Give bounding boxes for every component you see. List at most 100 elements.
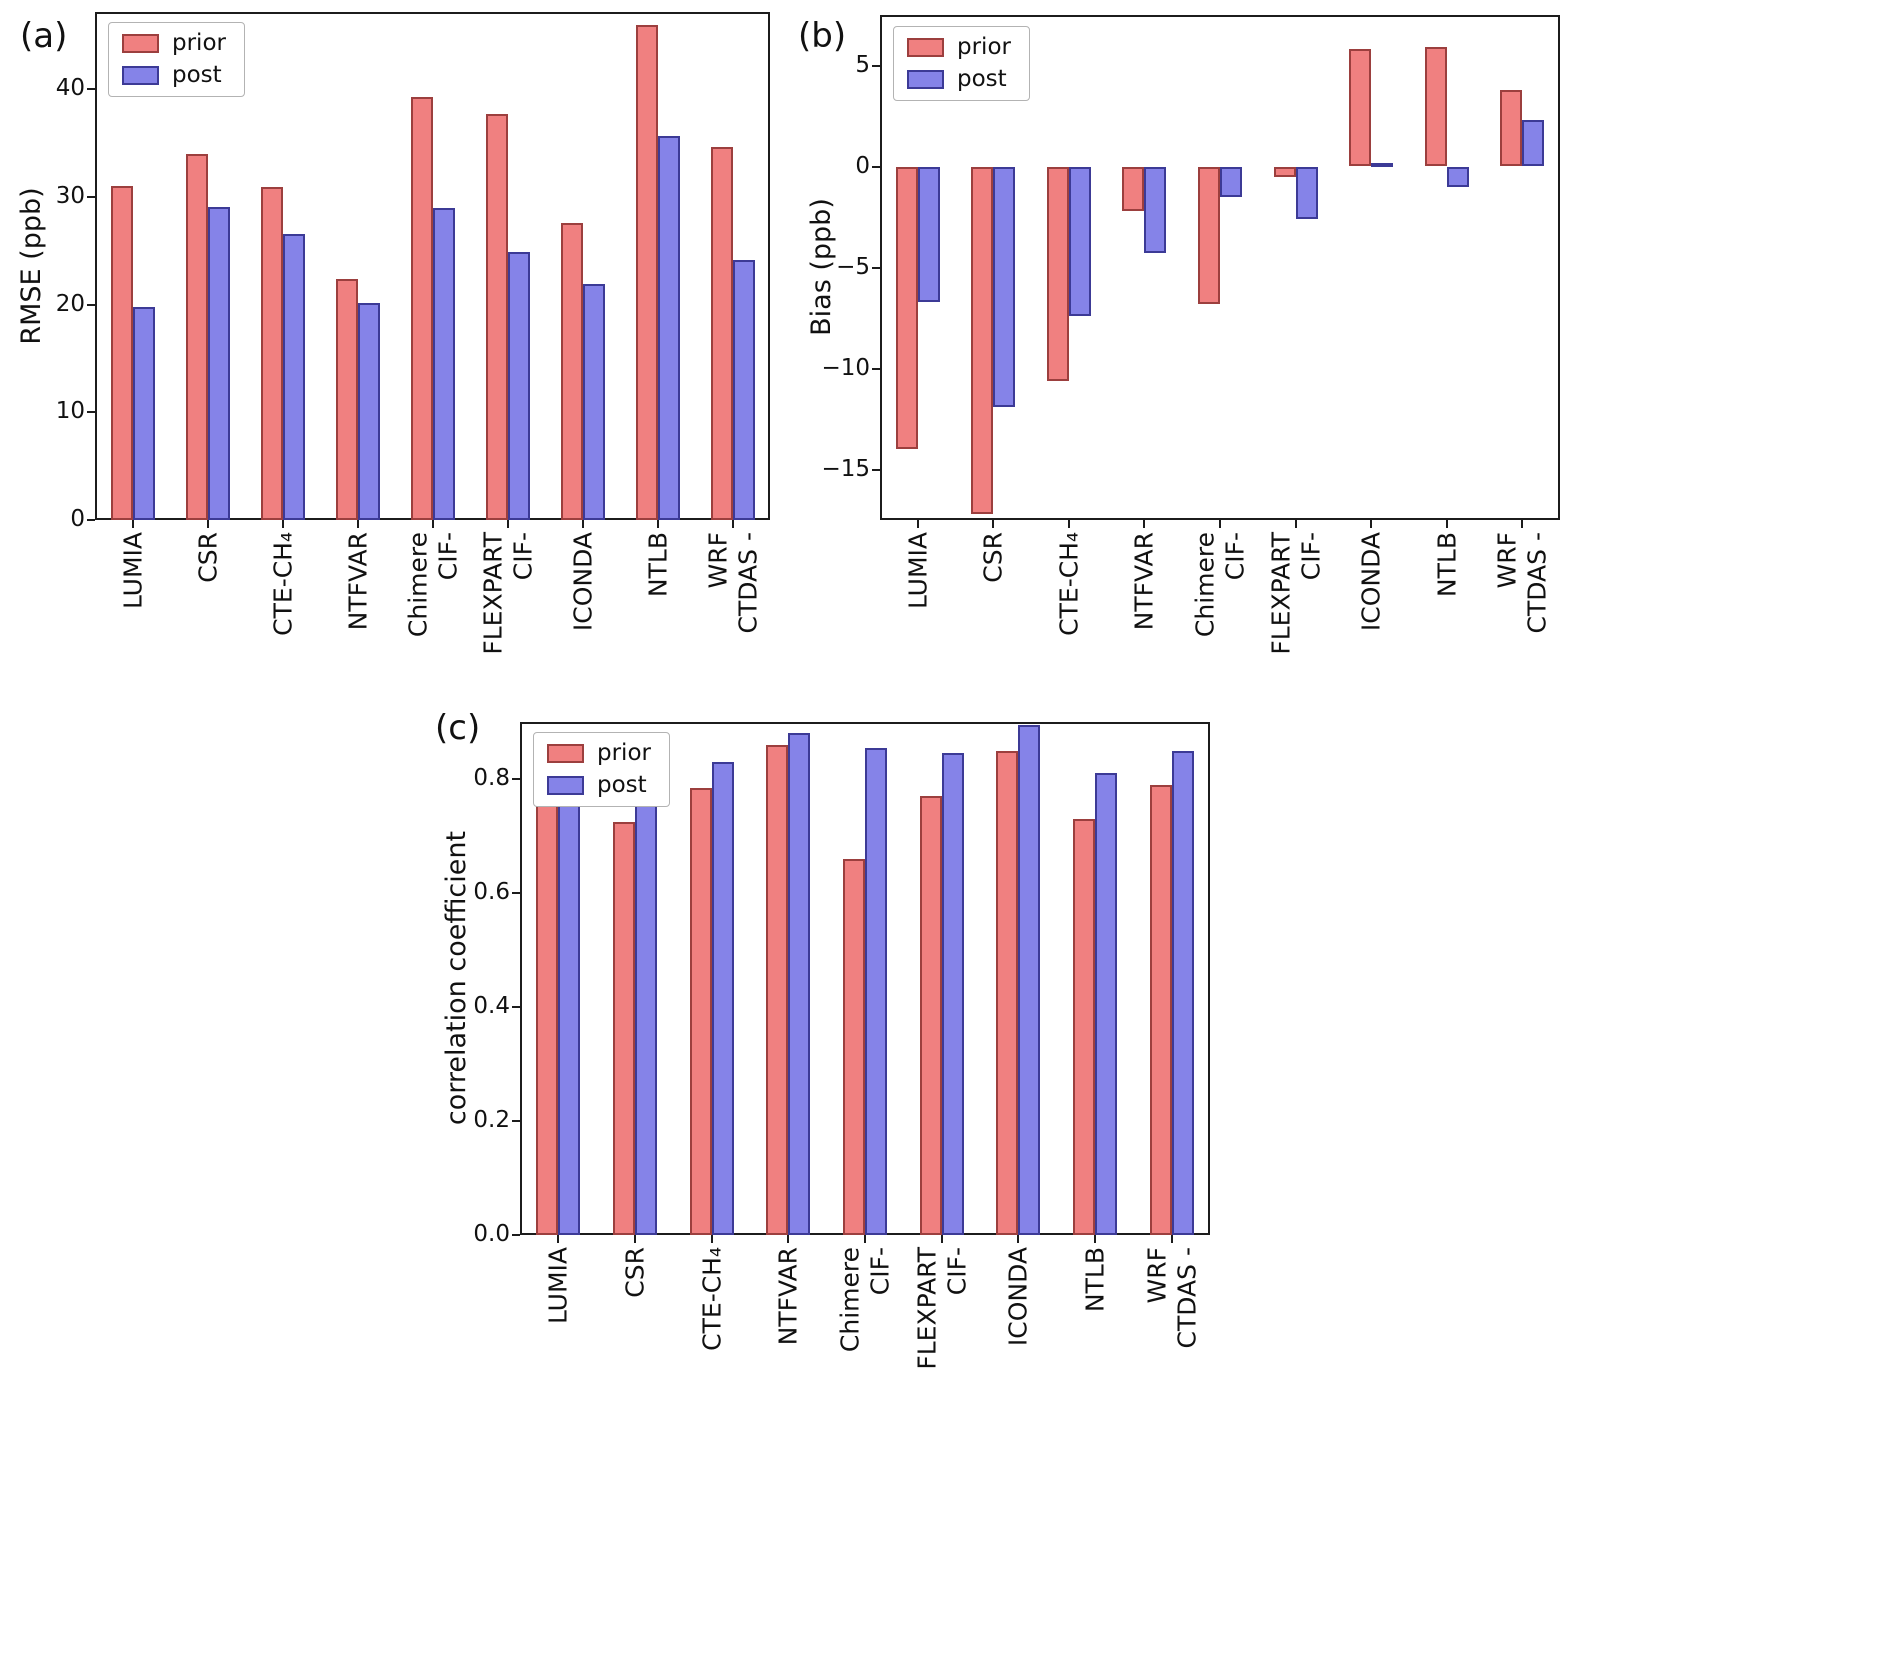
legend-label-prior: prior	[172, 30, 226, 56]
bar-post-CIF-Chimere	[865, 747, 887, 1235]
bar-post-LUMIA	[132, 306, 155, 520]
x-tick-label-CSR: CSR	[193, 532, 222, 583]
panel-a-y-axis-label: RMSE (ppb)	[16, 187, 47, 345]
bar-post-ICONDA	[1371, 163, 1394, 168]
x-tick-label-line: FLEXPART	[912, 1247, 942, 1370]
y-tick-label: 10	[55, 398, 85, 425]
x-tick-label-line: ICONDA	[1003, 1247, 1033, 1347]
bar-prior-CIF-FLEXPART	[919, 796, 942, 1235]
x-tick-label-line: CSR	[620, 1247, 650, 1298]
y-tick-mark	[512, 1234, 520, 1236]
bar-post-LUMIA	[558, 739, 581, 1235]
x-tick-mark	[1521, 520, 1524, 528]
legend-item-prior: prior	[547, 742, 651, 765]
bar-prior-CIF-FLEXPART	[1273, 166, 1296, 177]
x-tick-mark	[940, 1235, 943, 1243]
post-color-swatch	[907, 70, 944, 89]
x-tick-label-CTDAS-WRF: WRF CTDAS -	[1492, 532, 1552, 634]
bar-prior-ICONDA	[1349, 49, 1372, 167]
x-tick-label-CTE-CH4: CTE-CH₄	[1054, 532, 1083, 636]
legend-item-prior: prior	[122, 32, 226, 55]
x-tick-label-line: CIF-	[433, 532, 462, 581]
y-tick-label: −10	[821, 354, 870, 381]
bar-prior-NTLB	[1424, 47, 1447, 167]
bar-post-NTFVAR	[1144, 166, 1167, 254]
x-tick-label-line: CTDAS -	[1522, 532, 1552, 634]
x-tick-label-line: NTLB	[1080, 1247, 1110, 1313]
y-tick-mark	[872, 367, 880, 370]
bar-post-ICONDA	[582, 284, 605, 520]
bar-post-CSR	[635, 801, 657, 1235]
x-tick-label-CTE-CH4: CTE-CH₄	[697, 1247, 726, 1351]
bar-post-CSR	[993, 166, 1016, 407]
x-tick-label-CIF-Chimere: Chimere CIF-	[1190, 532, 1250, 638]
y-tick-mark	[87, 88, 95, 91]
y-tick-label: 0.2	[473, 1107, 510, 1133]
bar-post-CSR	[207, 206, 230, 520]
bar-post-CTDAS-WRF	[1171, 750, 1194, 1235]
y-tick-mark	[872, 165, 880, 168]
x-tick-label-NTLB: NTLB	[1080, 1247, 1110, 1313]
y-tick-mark	[87, 303, 95, 306]
x-tick-mark	[656, 520, 659, 528]
x-tick-label-line: FLEXPART	[478, 532, 507, 655]
x-tick-mark	[206, 520, 209, 528]
bar-prior-CIF-FLEXPART	[485, 114, 508, 520]
x-tick-label-line: CIF-	[1296, 532, 1326, 581]
x-tick-mark	[787, 1235, 790, 1243]
x-tick-label-line: Chimere	[1190, 532, 1220, 638]
post-color-swatch	[122, 66, 159, 85]
bar-prior-CTDAS-WRF	[1149, 784, 1172, 1235]
x-tick-label-NTLB: NTLB	[643, 532, 672, 597]
x-tick-label-LUMIA: LUMIA	[118, 532, 147, 609]
x-tick-label-line: LUMIA	[543, 1247, 573, 1325]
bar-post-NTLB	[1095, 773, 1117, 1235]
x-tick-label-CTDAS-WRF: WRF CTDAS -	[703, 532, 762, 633]
x-tick-mark	[1219, 520, 1221, 528]
x-tick-mark	[864, 1235, 866, 1243]
x-tick-mark	[1067, 520, 1070, 528]
panel-a-legend: prior post	[108, 22, 245, 97]
x-tick-label-line: WRF	[1492, 532, 1522, 589]
x-tick-label-ICONDA: ICONDA	[568, 532, 597, 631]
x-tick-label-line: WRF	[703, 532, 732, 589]
y-tick-mark	[87, 519, 95, 521]
y-tick-label: 0	[70, 506, 85, 532]
legend-item-post: post	[907, 68, 1011, 91]
x-tick-label-line: NTLB	[1432, 532, 1462, 598]
legend-label-post: post	[957, 66, 1007, 92]
bar-prior-LUMIA	[895, 166, 918, 450]
y-tick-label: 40	[55, 75, 85, 102]
y-tick-label: −15	[821, 455, 870, 482]
x-tick-label-NTFVAR: NTFVAR	[774, 1247, 803, 1345]
x-tick-label-line: CSR	[978, 532, 1008, 583]
y-tick-label: −5	[836, 253, 870, 280]
y-tick-mark	[87, 411, 95, 414]
x-tick-mark	[634, 1235, 636, 1243]
bar-post-CTE-CH4	[282, 233, 305, 520]
x-tick-label-LUMIA: LUMIA	[903, 532, 933, 610]
x-tick-label-line: NTFVAR	[1129, 532, 1159, 631]
x-tick-label-CIF-FLEXPART: FLEXPART CIF-	[478, 532, 537, 655]
legend-item-prior: prior	[907, 36, 1011, 59]
panel-b-letter: (b)	[798, 16, 847, 56]
x-tick-label-line: LUMIA	[903, 532, 933, 610]
bar-prior-CIF-Chimere	[410, 97, 433, 520]
legend-label-post: post	[172, 62, 222, 88]
bar-post-CTDAS-WRF	[732, 259, 755, 520]
bar-prior-LUMIA	[110, 186, 133, 520]
legend-item-post: post	[547, 774, 651, 797]
x-tick-label-CIF-FLEXPART: FLEXPART CIF-	[1266, 532, 1326, 655]
y-tick-mark	[87, 196, 95, 199]
legend-item-post: post	[122, 64, 226, 87]
bar-prior-NTFVAR	[766, 744, 789, 1235]
panel-c-y-axis-label: correlation coefficient	[441, 830, 472, 1126]
bar-prior-LUMIA	[536, 787, 559, 1235]
x-tick-label-line: ICONDA	[1356, 532, 1386, 632]
panel-b-y-axis-label: Bias (ppb)	[806, 198, 837, 336]
legend-label-post: post	[597, 772, 647, 798]
x-tick-mark	[1294, 520, 1297, 528]
x-tick-mark	[1143, 520, 1146, 528]
x-tick-mark	[131, 520, 134, 528]
